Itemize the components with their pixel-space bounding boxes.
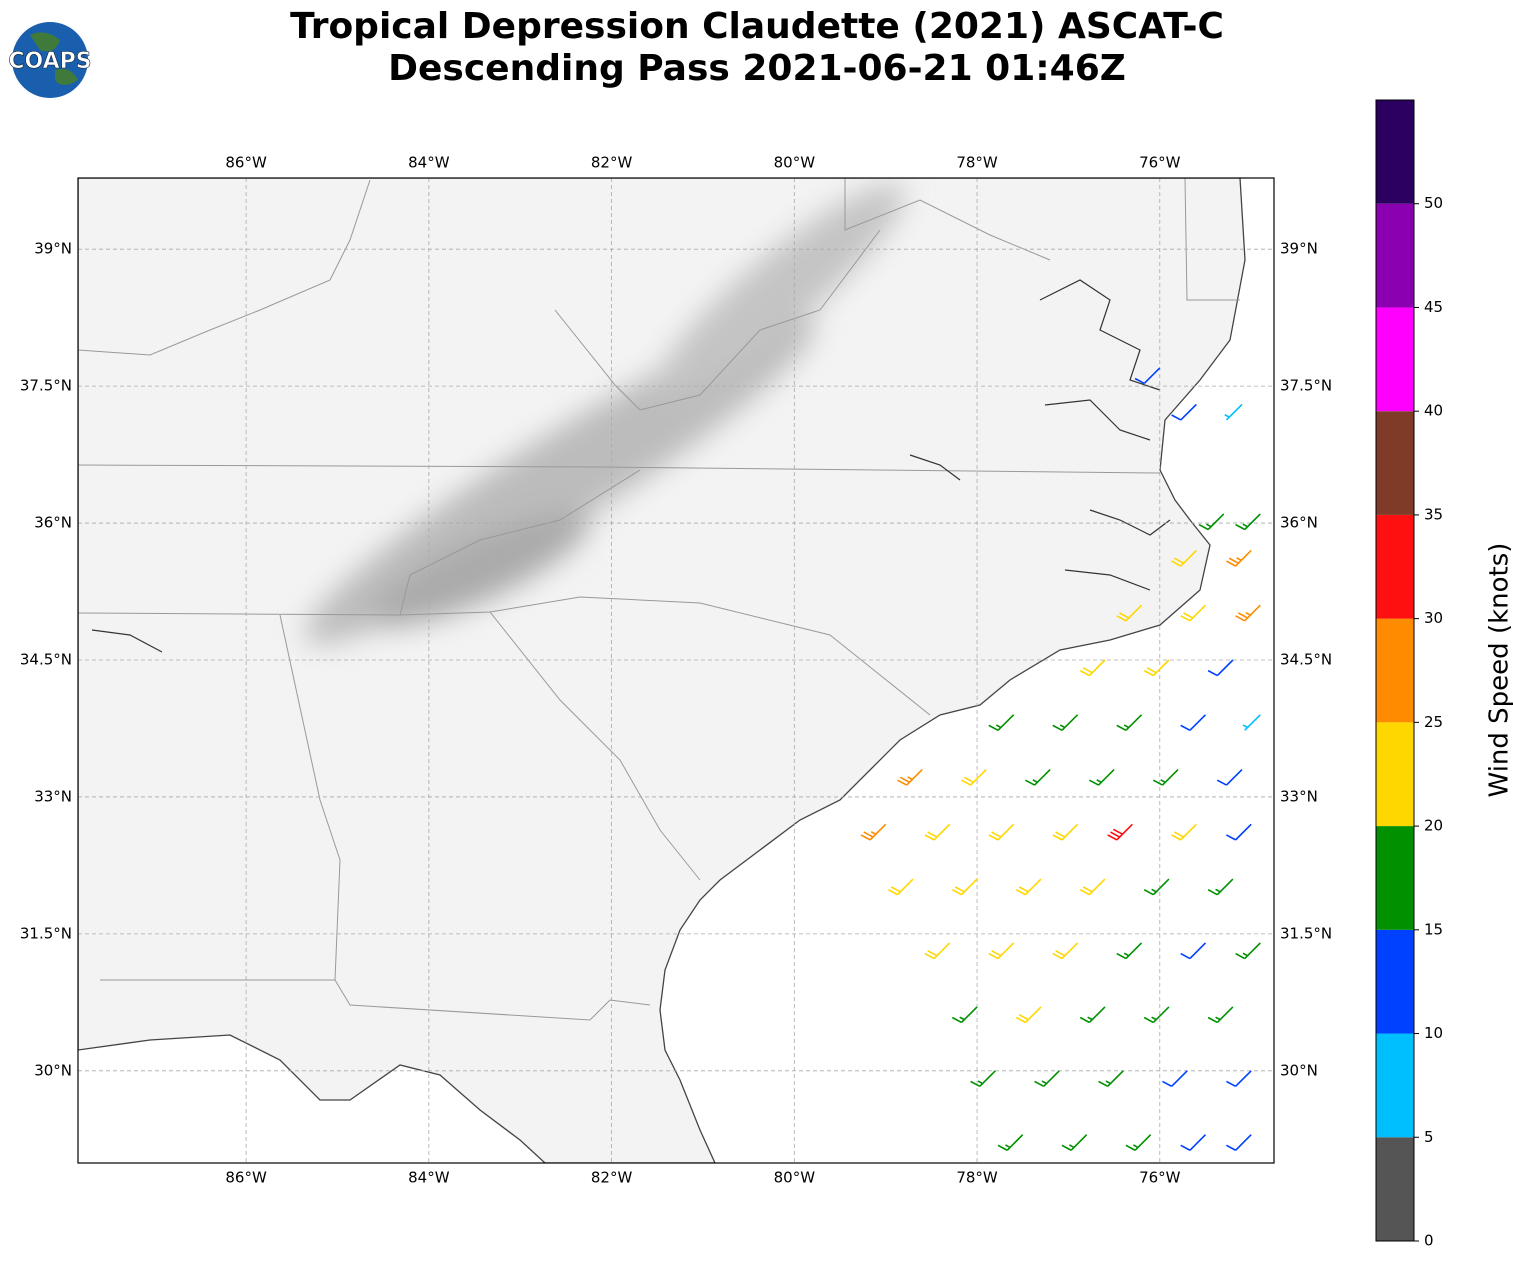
colorbar-segment: [1376, 930, 1414, 1034]
x-tick-label: 82°W: [591, 154, 633, 172]
subtitle: Descending Pass 2021-06-21 01:46Z: [388, 48, 1126, 89]
colorbar-segment: [1376, 1137, 1414, 1241]
colorbar-segment: [1376, 722, 1414, 826]
colorbar-tick-label: 0: [1424, 1232, 1434, 1250]
x-tick-label: 84°W: [408, 1169, 450, 1187]
colorbar-label: Wind Speed (knots): [1485, 543, 1513, 798]
title: Tropical Depression Claudette (2021) ASC…: [290, 6, 1224, 47]
colorbar-segment: [1376, 204, 1414, 308]
y-tick-label: 31.5°N: [20, 924, 72, 942]
colorbar-segment: [1376, 411, 1414, 515]
x-tick-label: 76°W: [1139, 154, 1181, 172]
y-tick-label: 34.5°N: [1280, 651, 1332, 669]
x-tick-label: 80°W: [774, 154, 816, 172]
logo-text: COAPS: [8, 49, 91, 74]
colorbar-segment: [1376, 826, 1414, 930]
y-tick-label: 37.5°N: [20, 377, 72, 395]
y-tick-label: 30°N: [1280, 1061, 1318, 1079]
colorbar-tick-label: 10: [1424, 1024, 1443, 1042]
y-tick-label: 39°N: [1280, 240, 1318, 258]
colorbar-segment: [1376, 100, 1414, 204]
y-tick-label: 36°N: [34, 514, 72, 532]
y-tick-label: 34.5°N: [20, 651, 72, 669]
x-tick-label: 78°W: [956, 154, 998, 172]
x-tick-label: 78°W: [956, 1169, 998, 1187]
x-tick-label: 82°W: [591, 1169, 633, 1187]
map-base: [78, 160, 1274, 1163]
colorbar-segment: [1376, 307, 1414, 411]
colorbar-tick-label: 35: [1424, 505, 1443, 523]
x-tick-label: 80°W: [774, 1169, 816, 1187]
x-tick-label: 84°W: [408, 154, 450, 172]
colorbar-tick-label: 30: [1424, 609, 1443, 627]
colorbar-tick-label: 15: [1424, 920, 1443, 938]
colorbar-segment: [1376, 515, 1414, 619]
y-tick-label: 31.5°N: [1280, 924, 1332, 942]
x-tick-label: 76°W: [1139, 1169, 1181, 1187]
colorbar-segment: [1376, 1034, 1414, 1138]
colorbar-tick-label: 45: [1424, 298, 1443, 316]
logo: COAPS: [8, 22, 91, 98]
colorbar-tick-label: 20: [1424, 817, 1443, 835]
y-tick-label: 30°N: [34, 1061, 72, 1079]
y-tick-label: 39°N: [34, 240, 72, 258]
y-tick-label: 33°N: [34, 787, 72, 805]
colorbar-tick-label: 25: [1424, 713, 1443, 731]
colorbar: 0 5 10 15 20 25 30 35 40 45 50: [1376, 100, 1443, 1250]
colorbar-tick-label: 40: [1424, 402, 1443, 420]
y-tick-label: 37.5°N: [1280, 377, 1332, 395]
y-tick-label: 36°N: [1280, 514, 1318, 532]
colorbar-tick-label: 50: [1424, 194, 1443, 212]
x-tick-label: 86°W: [225, 154, 267, 172]
colorbar-segment: [1376, 619, 1414, 723]
colorbar-tick-label: 5: [1424, 1128, 1434, 1146]
y-tick-label: 33°N: [1280, 787, 1318, 805]
x-tick-label: 86°W: [225, 1169, 267, 1187]
